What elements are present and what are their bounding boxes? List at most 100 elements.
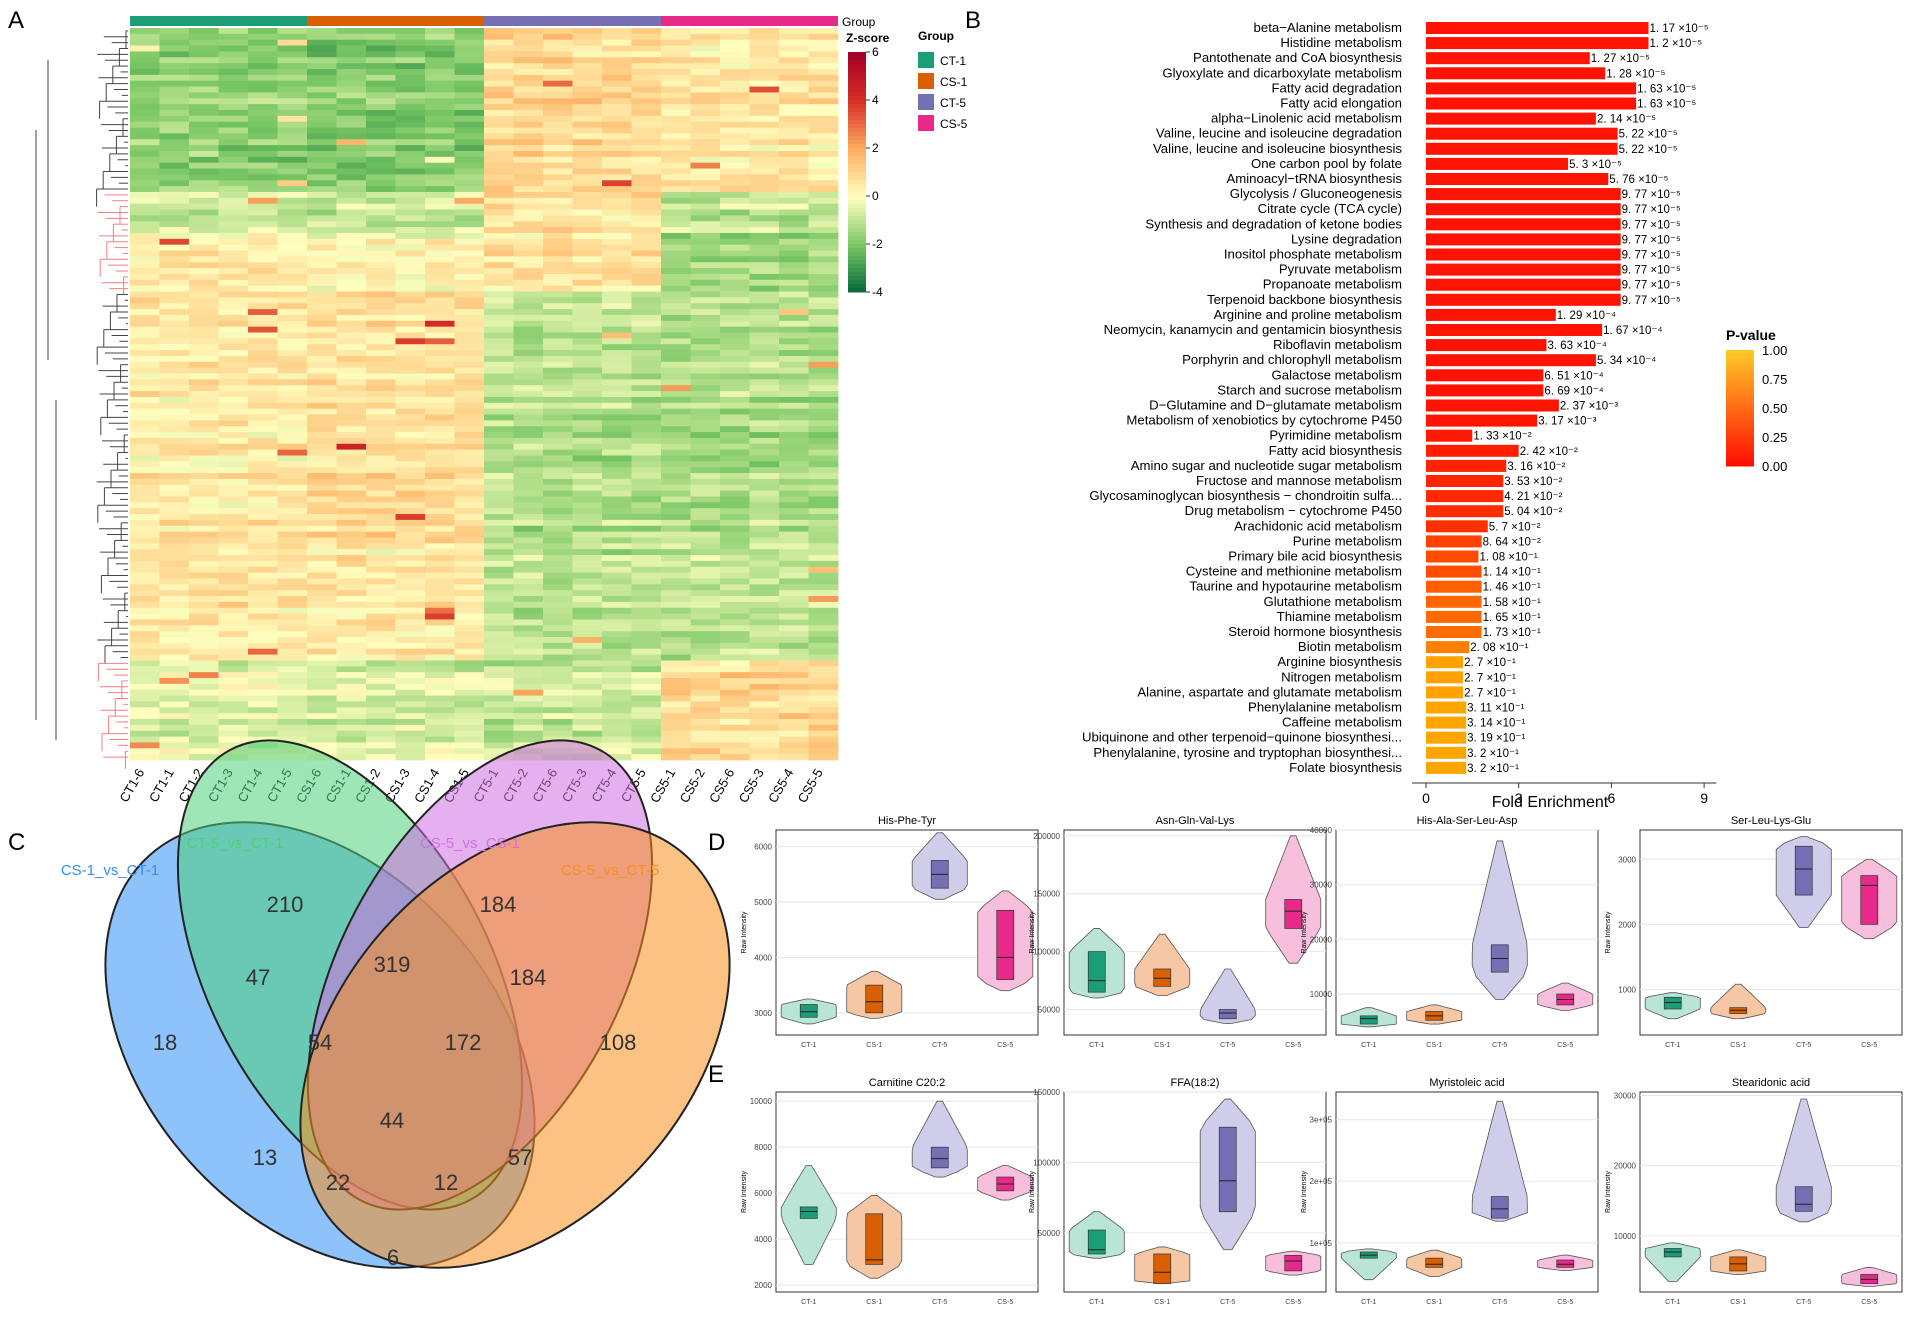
heatmap-cell bbox=[189, 291, 219, 298]
heatmap-cell bbox=[277, 543, 308, 550]
heatmap-cell bbox=[602, 478, 632, 486]
heatmap-cell bbox=[779, 268, 809, 275]
heatmap-cell bbox=[189, 748, 219, 755]
heatmap-cell bbox=[720, 145, 750, 152]
heatmap-cell bbox=[189, 719, 219, 726]
heatmap-cell bbox=[248, 338, 278, 345]
heatmap-cell bbox=[720, 250, 750, 257]
heatmap-cell bbox=[661, 566, 691, 574]
heatmap-cell bbox=[631, 724, 662, 732]
heatmap-cell bbox=[454, 203, 485, 210]
pvalue-tick-label: 0.00 bbox=[1762, 459, 1787, 474]
heatmap-cell bbox=[189, 139, 219, 146]
heatmap-cell bbox=[307, 215, 337, 222]
heatmap-cell bbox=[248, 461, 278, 468]
heatmap-cell bbox=[808, 432, 839, 439]
heatmap-cell bbox=[425, 426, 455, 433]
pvalue-label: 9. 77 ×10⁻⁵ bbox=[1622, 280, 1681, 292]
heatmap-cell bbox=[720, 28, 750, 35]
heatmap-cell bbox=[336, 473, 367, 480]
heatmap-cell bbox=[454, 490, 485, 497]
plot-title: His-Phe-Tyr bbox=[878, 815, 936, 827]
heatmap-cell bbox=[602, 33, 632, 41]
colorbar-segment bbox=[848, 200, 866, 205]
heatmap-cell bbox=[661, 92, 691, 99]
colorbar-segment bbox=[848, 160, 866, 165]
legend-label-CT-5: CT-5 bbox=[940, 96, 966, 110]
heatmap-cell bbox=[690, 361, 721, 369]
heatmap-cell bbox=[395, 613, 426, 620]
heatmap-cell bbox=[277, 555, 308, 562]
pvalue-colorbar-segment bbox=[1726, 445, 1754, 450]
heatmap-cell bbox=[808, 578, 839, 585]
heatmap-cell bbox=[277, 262, 308, 269]
heatmap-cell bbox=[366, 566, 396, 574]
heatmap-cell bbox=[631, 461, 662, 468]
heatmap-cell bbox=[189, 490, 219, 497]
heatmap-cell bbox=[631, 385, 662, 392]
heatmap-cell bbox=[779, 355, 809, 363]
heatmap-cell bbox=[218, 648, 249, 655]
heatmap-cell bbox=[543, 478, 573, 486]
heatmap-cell bbox=[395, 338, 426, 345]
heatmap-cell bbox=[720, 461, 750, 468]
heatmap-cell bbox=[513, 408, 544, 415]
heatmap-cell bbox=[218, 238, 249, 246]
heatmap-cell bbox=[690, 502, 721, 509]
heatmap-cell bbox=[307, 109, 337, 117]
heatmap-cell bbox=[513, 426, 544, 433]
colorbar-segment bbox=[848, 156, 866, 161]
heatmap-cell bbox=[661, 367, 691, 374]
heatmap-cell bbox=[631, 86, 662, 93]
heatmap-cell bbox=[631, 689, 662, 696]
heatmap-cell bbox=[572, 496, 603, 503]
heatmap-cell bbox=[484, 344, 514, 351]
heatmap-cell bbox=[395, 98, 426, 105]
heatmap-cell bbox=[218, 285, 249, 292]
category-label: Metabolism of xenobiotics by cytochrome … bbox=[1126, 413, 1402, 428]
heatmap-cell bbox=[720, 707, 750, 714]
heatmap-cell bbox=[513, 180, 544, 187]
heatmap-cell bbox=[484, 86, 514, 93]
box-CT-5 bbox=[1794, 1186, 1813, 1212]
heatmap-cell bbox=[336, 414, 367, 421]
heatmap-cell bbox=[159, 678, 190, 685]
heatmap-cell bbox=[218, 232, 249, 240]
heatmap-cell bbox=[779, 162, 809, 169]
colorbar-segment bbox=[848, 104, 866, 109]
heatmap-cell bbox=[543, 607, 573, 614]
heatmap-cell bbox=[248, 660, 278, 667]
y-tick-label: 10000 bbox=[1614, 1232, 1637, 1241]
heatmap-cell bbox=[779, 303, 809, 310]
heatmap-cell bbox=[720, 572, 750, 579]
heatmap-cell bbox=[513, 314, 544, 322]
heatmap-cell bbox=[631, 467, 662, 474]
heatmap-cell bbox=[159, 754, 190, 761]
heatmap-cell bbox=[336, 607, 367, 614]
x-tick-label: CS-1 bbox=[1426, 1042, 1442, 1049]
heatmap-cell bbox=[484, 748, 514, 755]
heatmap-cell bbox=[130, 449, 160, 456]
heatmap-cell bbox=[307, 473, 337, 480]
heatmap-cell bbox=[631, 683, 662, 691]
heatmap-cell bbox=[720, 642, 750, 650]
heatmap-cell bbox=[513, 273, 544, 281]
heatmap-cell bbox=[543, 385, 573, 392]
heatmap-cell bbox=[572, 57, 603, 64]
heatmap-cell bbox=[602, 273, 632, 281]
colorbar-segment bbox=[848, 252, 866, 257]
heatmap-cell bbox=[602, 437, 632, 445]
heatmap-cell bbox=[513, 584, 544, 591]
heatmap-cell bbox=[189, 314, 219, 322]
heatmap-cell bbox=[749, 713, 780, 720]
heatmap-cell bbox=[395, 28, 426, 35]
category-label: Pantothenate and CoA biosynthesis bbox=[1193, 50, 1402, 65]
heatmap-cell bbox=[720, 385, 750, 392]
heatmap-cell bbox=[189, 525, 219, 533]
heatmap-cell bbox=[690, 449, 721, 456]
heatmap-cell bbox=[366, 391, 396, 398]
heatmap-cell bbox=[779, 748, 809, 755]
y-tick-label: 8000 bbox=[754, 1143, 772, 1152]
heatmap-cell bbox=[631, 449, 662, 456]
heatmap-cell bbox=[690, 145, 721, 152]
